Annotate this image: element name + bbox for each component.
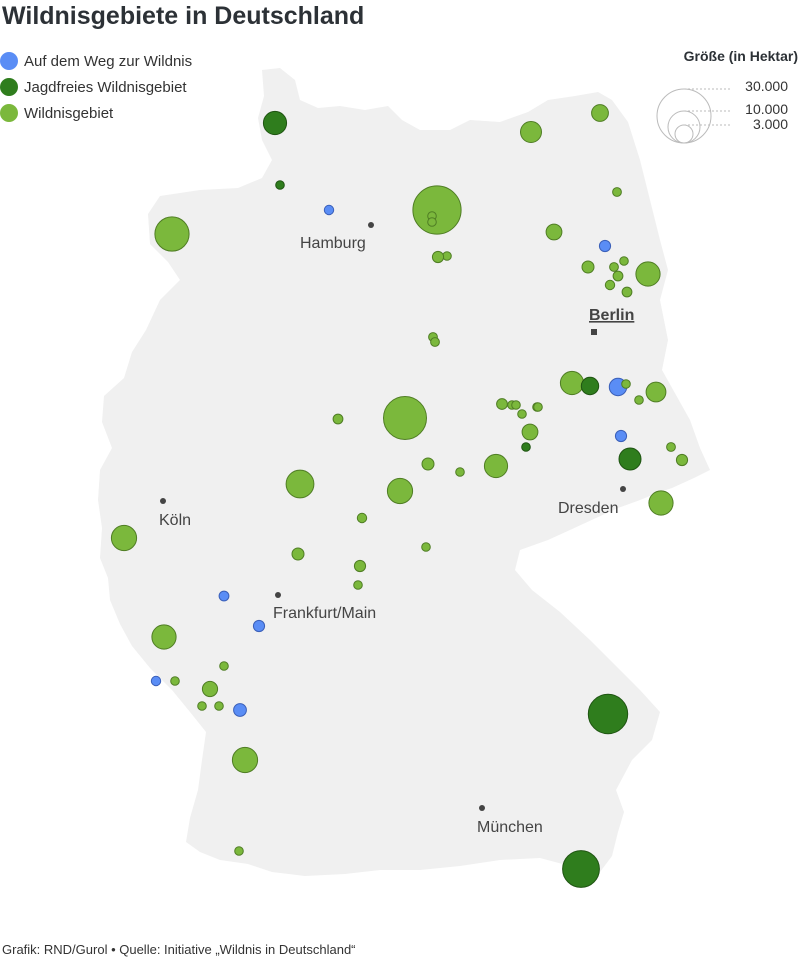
area-marker-weg[interactable]	[233, 703, 247, 717]
area-marker-wildnis[interactable]	[412, 185, 462, 235]
legend-label-jagdfrei: Jagdfreies Wildnisgebiet	[24, 78, 187, 96]
legend-item-wildnis[interactable]: Wildnisgebiet	[0, 100, 192, 126]
area-marker-wildnis[interactable]	[219, 661, 229, 671]
legend-item-weg[interactable]: Auf dem Weg zur Wildnis	[0, 48, 192, 74]
area-marker-jagdfrei[interactable]	[562, 850, 600, 888]
area-markers	[110, 104, 689, 888]
area-marker-wildnis[interactable]	[520, 121, 542, 143]
area-marker-wildnis[interactable]	[430, 337, 440, 347]
area-marker-wildnis[interactable]	[421, 542, 431, 552]
area-marker-wildnis[interactable]	[675, 453, 689, 467]
area-marker-wildnis[interactable]	[604, 279, 616, 291]
area-marker-wildnis[interactable]	[431, 250, 445, 264]
area-marker-wildnis[interactable]	[291, 547, 305, 561]
area-marker-jagdfrei[interactable]	[580, 376, 600, 396]
legend-label-weg: Auf dem Weg zur Wildnis	[24, 52, 193, 70]
area-marker-wildnis[interactable]	[201, 680, 219, 698]
area-marker-wildnis[interactable]	[356, 512, 368, 524]
area-marker-wildnis[interactable]	[645, 381, 667, 403]
area-marker-wildnis[interactable]	[619, 256, 629, 266]
category-legend: Auf dem Weg zur Wildnis Jagdfreies Wildn…	[0, 48, 192, 126]
area-marker-weg[interactable]	[598, 239, 612, 253]
legend-swatch-wildnis	[0, 104, 18, 122]
city-marker-frankfurt	[275, 592, 281, 598]
area-marker-jagdfrei[interactable]	[262, 110, 288, 136]
area-marker-wildnis[interactable]	[559, 370, 585, 396]
area-marker-wildnis[interactable]	[648, 490, 674, 516]
city-label-muenchen: München	[477, 819, 543, 836]
city-marker-koeln	[160, 498, 166, 504]
area-marker-wildnis[interactable]	[521, 423, 539, 441]
area-marker-wildnis[interactable]	[545, 223, 563, 241]
area-marker-jagdfrei[interactable]	[521, 442, 531, 452]
legend-item-jagdfrei[interactable]: Jagdfreies Wildnisgebiet	[0, 74, 192, 100]
area-marker-weg[interactable]	[218, 590, 230, 602]
area-marker-wildnis[interactable]	[612, 187, 622, 197]
area-marker-wildnis[interactable]	[533, 402, 543, 412]
area-marker-wildnis[interactable]	[666, 442, 676, 452]
city-marker-hamburg	[368, 222, 374, 228]
area-marker-wildnis[interactable]	[234, 846, 244, 856]
area-marker-wildnis[interactable]	[581, 260, 595, 274]
area-marker-wildnis[interactable]	[170, 676, 180, 686]
area-marker-weg[interactable]	[323, 204, 335, 216]
area-marker-weg[interactable]	[150, 675, 162, 687]
area-marker-wildnis[interactable]	[353, 580, 363, 590]
area-marker-wildnis[interactable]	[231, 746, 259, 774]
area-marker-wildnis[interactable]	[386, 477, 414, 505]
area-marker-wildnis[interactable]	[612, 270, 624, 282]
legend-label-wildnis: Wildnisgebiet	[24, 104, 114, 122]
area-marker-wildnis[interactable]	[511, 400, 521, 410]
size-legend-circles	[656, 88, 730, 144]
size-label-10000: 10.000	[745, 101, 788, 117]
area-marker-weg[interactable]	[614, 429, 628, 443]
area-marker-wildnis[interactable]	[609, 262, 619, 272]
area-marker-wildnis[interactable]	[332, 413, 344, 425]
area-marker-wildnis[interactable]	[427, 217, 437, 227]
area-marker-jagdfrei[interactable]	[587, 693, 629, 735]
germany-outline	[98, 68, 710, 876]
city-label-frankfurt: Frankfurt/Main	[273, 605, 376, 622]
legend-swatch-jagdfrei	[0, 78, 18, 96]
city-label-berlin: Berlin	[589, 307, 634, 324]
area-marker-wildnis[interactable]	[483, 453, 509, 479]
area-marker-wildnis[interactable]	[110, 524, 138, 552]
area-marker-wildnis[interactable]	[621, 286, 633, 298]
area-marker-wildnis[interactable]	[197, 701, 207, 711]
area-marker-wildnis[interactable]	[353, 559, 367, 573]
area-marker-jagdfrei[interactable]	[618, 447, 642, 471]
area-marker-wildnis[interactable]	[285, 469, 315, 499]
source-footer: Grafik: RND/Gurol • Quelle: Initiative „…	[2, 942, 356, 957]
area-marker-wildnis[interactable]	[591, 104, 609, 122]
size-legend: Größe (in Hektar) 30.000 10.000 3.000	[640, 48, 798, 158]
area-marker-wildnis[interactable]	[635, 261, 661, 287]
city-label-hamburg: Hamburg	[300, 235, 366, 252]
area-marker-wildnis[interactable]	[154, 216, 190, 252]
area-marker-wildnis[interactable]	[151, 624, 177, 650]
size-legend-title: Größe (in Hektar)	[683, 48, 798, 64]
size-label-30000: 30.000	[745, 78, 788, 94]
city-label-koeln: Köln	[159, 512, 191, 529]
city-markers: Hamburg Berlin Köln Dresden Frankfurt/Ma…	[159, 222, 634, 836]
area-marker-wildnis[interactable]	[621, 379, 631, 389]
city-label-dresden: Dresden	[558, 500, 618, 517]
legend-swatch-weg	[0, 52, 18, 70]
area-marker-wildnis[interactable]	[455, 467, 465, 477]
area-marker-wildnis[interactable]	[214, 701, 224, 711]
city-marker-berlin	[591, 329, 597, 335]
area-marker-jagdfrei[interactable]	[275, 180, 285, 190]
area-marker-wildnis[interactable]	[634, 395, 644, 405]
area-marker-wildnis[interactable]	[496, 398, 508, 410]
size-label-3000: 3.000	[752, 116, 788, 132]
area-marker-wildnis[interactable]	[383, 396, 427, 440]
city-marker-dresden	[620, 486, 626, 492]
city-marker-muenchen	[479, 805, 485, 811]
area-marker-wildnis[interactable]	[517, 409, 527, 419]
area-marker-wildnis[interactable]	[421, 457, 435, 471]
area-marker-weg[interactable]	[252, 619, 266, 633]
map-title: Wildnisgebiete in Deutschland	[2, 2, 365, 30]
